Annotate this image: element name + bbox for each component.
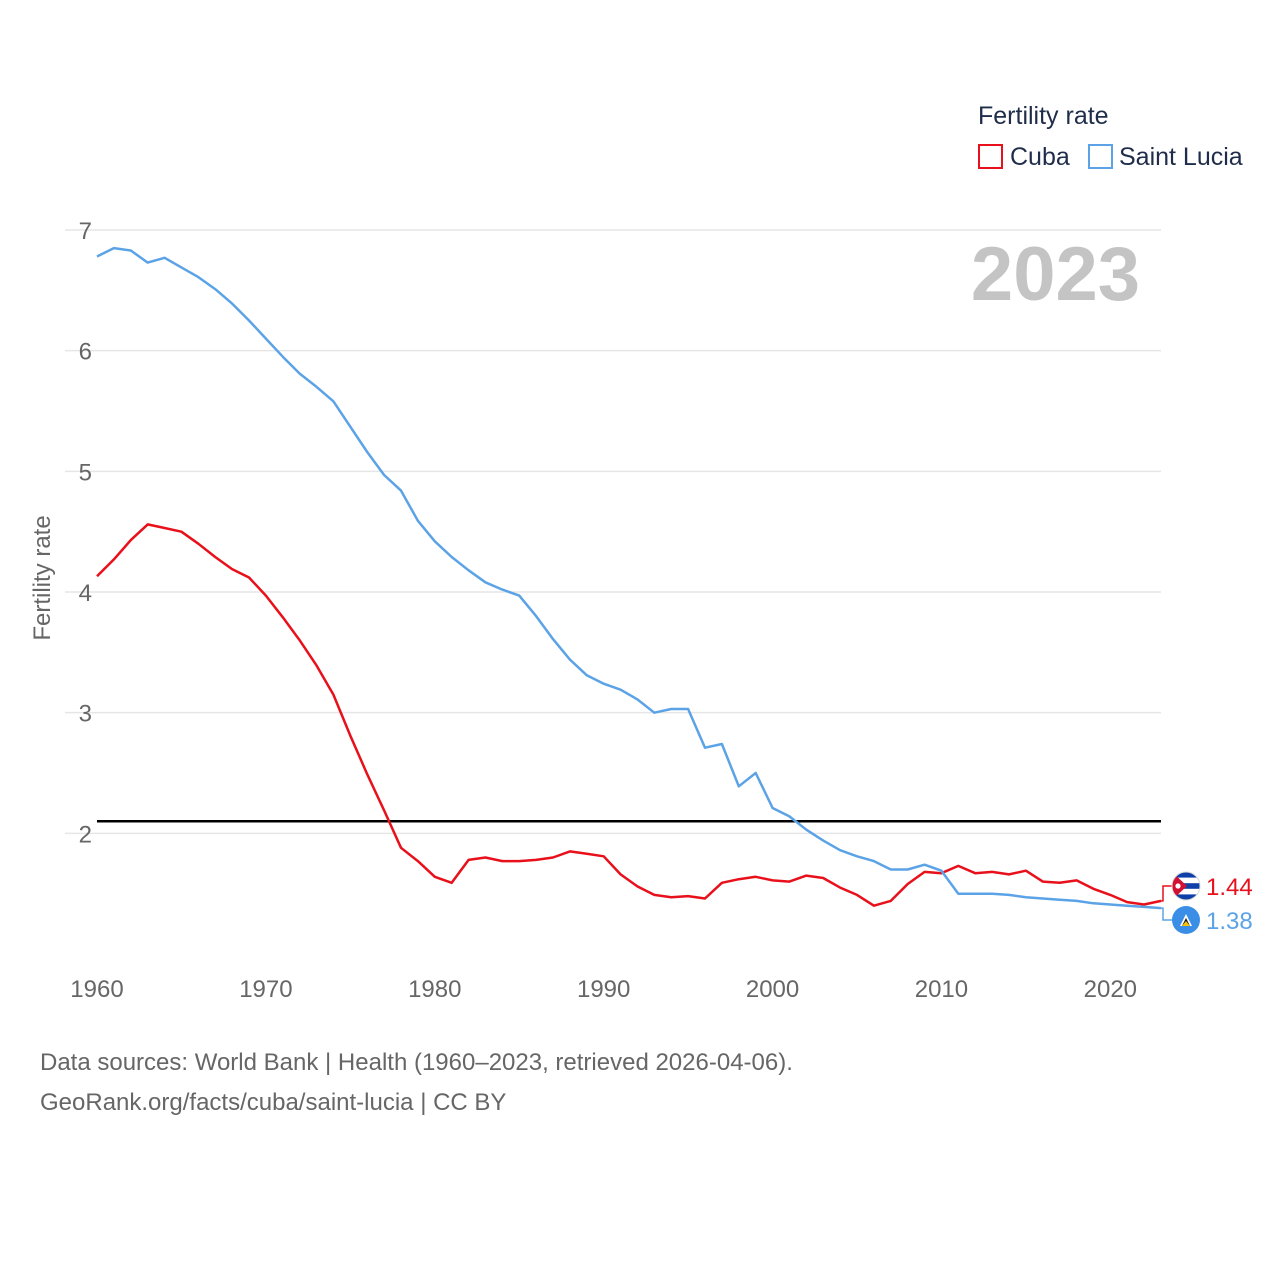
x-tick-label: 2020 <box>1084 976 1137 1003</box>
cuba-flag-icon <box>1171 871 1201 901</box>
saint-lucia-flag-icon <box>1172 906 1200 934</box>
year-label: 2023 <box>971 232 1140 317</box>
x-tick-label: 2010 <box>915 976 968 1003</box>
series-line-saint-lucia <box>96 246 1162 910</box>
y-tick-label: 5 <box>79 459 92 486</box>
legend-label-saint-lucia: Saint Lucia <box>1119 143 1243 171</box>
x-tick-label: 1960 <box>70 976 123 1003</box>
leader-line-cuba <box>1161 885 1173 902</box>
legend-label-cuba: Cuba <box>1010 143 1070 171</box>
legend-item-saint-lucia[interactable]: Saint Lucia <box>1088 143 1243 171</box>
fertility-rate-chart: 2 3 4 5 6 7 1960 1970 1980 1990 2000 2010 2020 Fert… <box>29 102 1253 1003</box>
legend-item-cuba[interactable]: Cuba <box>978 143 1070 171</box>
end-value-cuba: 1.44 <box>1206 874 1253 901</box>
y-tick-label: 6 <box>79 339 92 366</box>
y-tick-label: 3 <box>79 701 92 728</box>
x-tick-label: 1970 <box>239 976 292 1003</box>
y-axis-label: Fertility rate <box>29 515 56 640</box>
end-markers: 1.44 1.38 <box>1161 871 1253 935</box>
legend-title: Fertility rate <box>978 102 1109 130</box>
series-line-cuba <box>96 523 1162 907</box>
leader-line-saint-lucia <box>1161 907 1173 921</box>
x-axis-ticks: 1960 1970 1980 1990 2000 2010 2020 <box>70 976 1137 1003</box>
x-tick-label: 2000 <box>746 976 799 1003</box>
y-tick-label: 7 <box>79 218 92 245</box>
y-tick-label: 4 <box>79 580 92 607</box>
y-axis-ticks: 2 3 4 5 6 7 <box>79 218 92 848</box>
x-tick-label: 1990 <box>577 976 630 1003</box>
y-tick-label: 2 <box>79 821 92 848</box>
x-tick-label: 1980 <box>408 976 461 1003</box>
grid-lines <box>65 229 1161 835</box>
footer-link: GeoRank.org/facts/cuba/saint-lucia | CC … <box>40 1089 507 1116</box>
footer: Data sources: World Bank | Health (1960–… <box>40 1043 793 1123</box>
footer-sources: Data sources: World Bank | Health (1960–… <box>40 1049 793 1076</box>
legend-swatch-saint-lucia <box>1088 144 1113 169</box>
legend: Fertility rate Cuba Saint Lucia <box>978 102 1243 171</box>
end-value-saint-lucia: 1.38 <box>1206 908 1253 935</box>
legend-swatch-cuba <box>978 144 1003 169</box>
series-lines <box>96 246 1162 910</box>
